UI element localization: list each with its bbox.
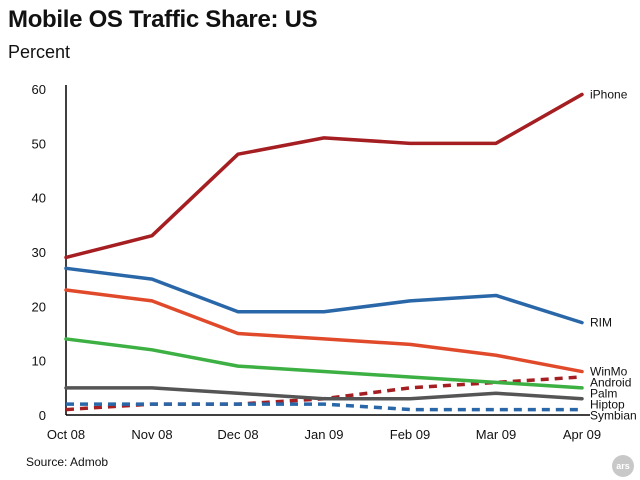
x-tick-label: Feb 09 [390,427,430,442]
ars-logo: ars [612,455,634,477]
series-label-palm: Palm [590,387,617,401]
y-tick-label: 20 [32,299,46,314]
axes: 0 10 20 30 40 50 60 Oct 08 Nov 08 Dec 08 Jan 09 Feb… [32,82,602,442]
x-tick-label: Dec 08 [217,427,258,442]
x-tick-label: Nov 08 [131,427,172,442]
series-line-iphone [64,92,584,260]
y-tick-label: 30 [32,245,46,260]
series-lines [64,92,584,412]
source-note: Source: Admob [26,455,109,469]
y-tick-label: 40 [32,191,46,206]
series-line-winmo [64,288,584,374]
series-label-hiptop: Hiptop [590,398,625,412]
series-line-palm [64,337,584,390]
chart-subtitle: Percent [8,42,71,62]
y-tick-label: 10 [32,354,46,369]
y-tick-label: 50 [32,136,46,151]
x-tick-label: Apr 09 [563,427,601,442]
series-line-symbian [66,402,582,412]
series-label-symbian: Symbian [590,409,637,423]
series-label-rim: RIM [590,316,612,330]
series-label-iphone: iPhone [590,87,628,101]
x-tick-label: Oct 08 [47,427,85,442]
series-line-rim [64,266,584,325]
y-tick-label: 60 [32,82,46,97]
series-line-hiptop [64,386,584,401]
x-tick-label: Jan 09 [304,427,343,442]
y-tick-label: 0 [39,408,46,423]
series-label-winmo: WinMo [590,365,628,379]
series-label-android: Android [590,376,631,390]
x-tick-label: Mar 09 [476,427,516,442]
chart-title: Mobile OS Traffic Share: US [8,6,318,33]
